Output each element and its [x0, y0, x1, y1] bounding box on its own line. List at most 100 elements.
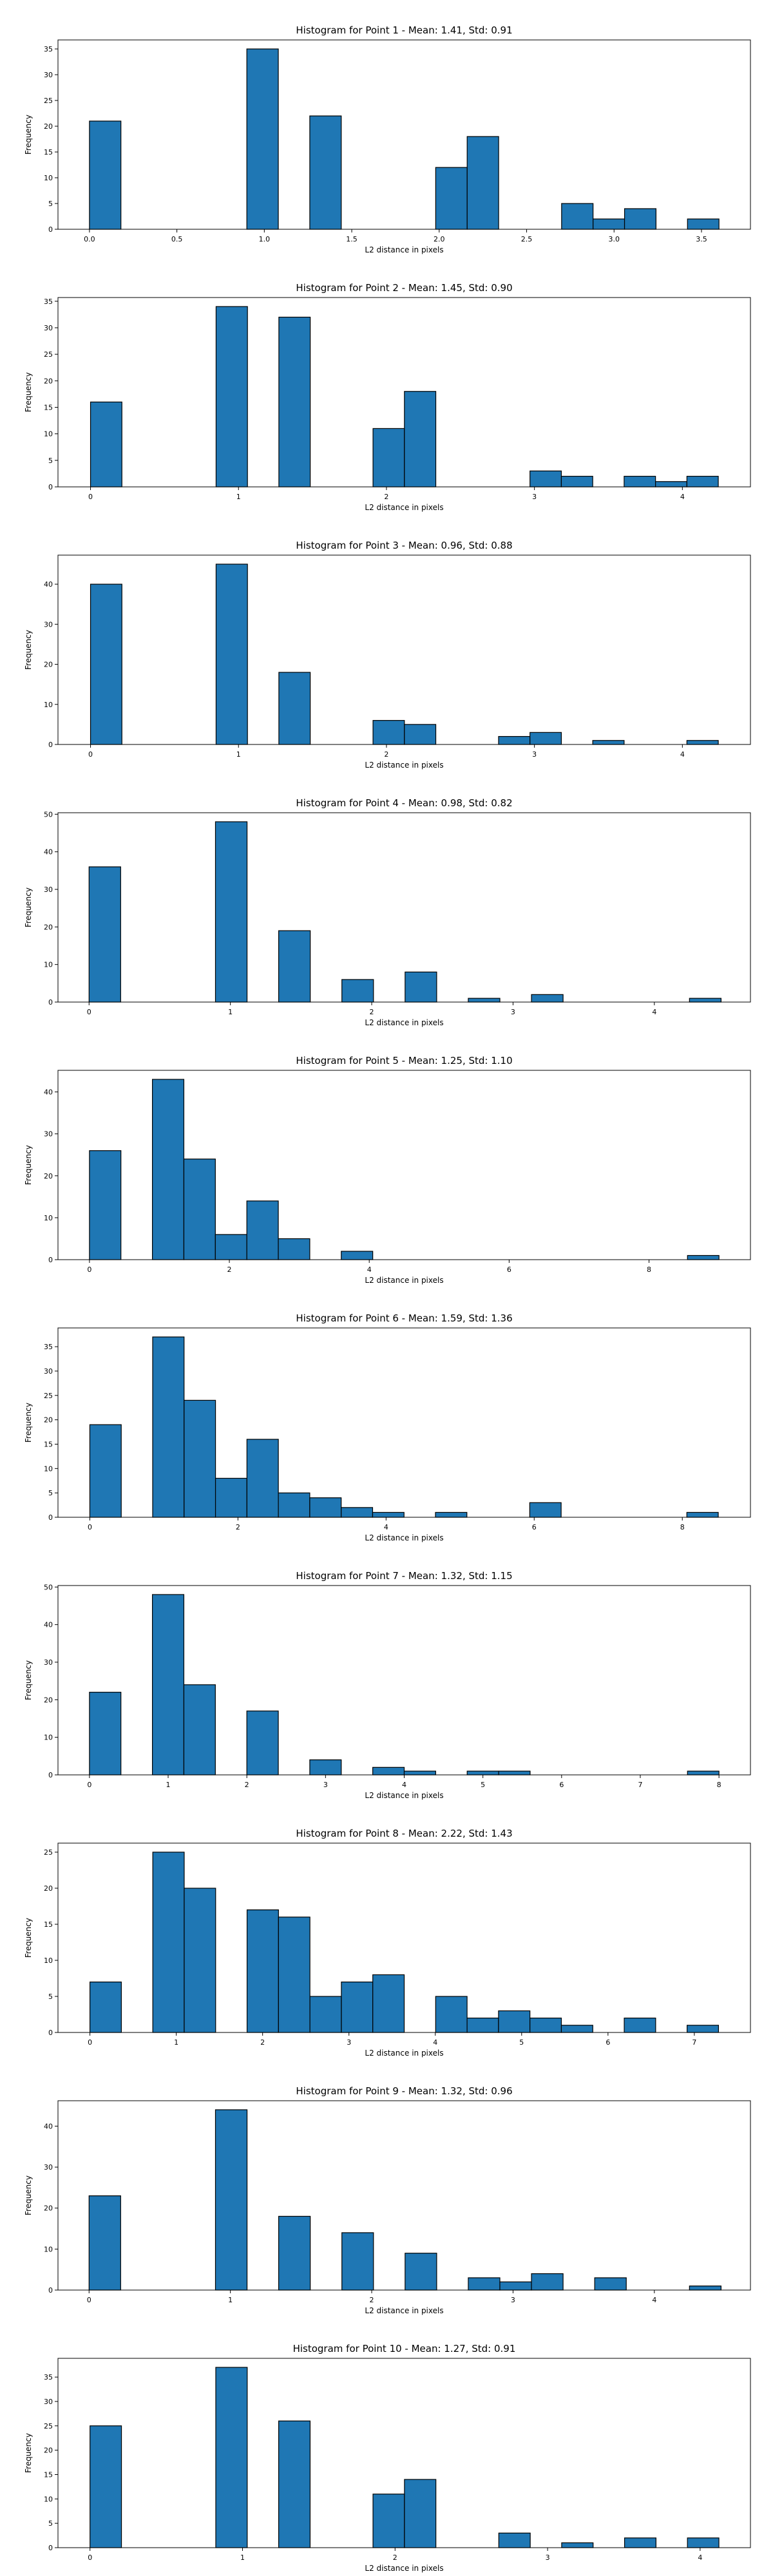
histogram-bar	[689, 998, 721, 1003]
x-tick-label: 3	[323, 1781, 328, 1789]
histogram-bar	[278, 316, 311, 488]
histogram-chart-3: Histogram for Point 3 - Mean: 0.96, Std:…	[24, 540, 751, 770]
x-axis-label: L2 distance in pixels	[365, 2306, 443, 2315]
bars	[89, 48, 720, 230]
y-axis-label: Frequency	[24, 1660, 33, 1700]
bars	[89, 1852, 720, 2033]
histogram-bar	[529, 1502, 562, 1518]
histogram-bar	[624, 2018, 656, 2033]
x-axis-label: L2 distance in pixels	[365, 761, 443, 770]
x-tick-label: 3	[511, 2296, 515, 2304]
y-tick-label: 30	[44, 71, 53, 79]
plot-frame	[57, 554, 751, 745]
y-tick-label: 10	[44, 1464, 53, 1473]
histogram-chart-6: Histogram for Point 6 - Mean: 1.59, Std:…	[24, 1312, 751, 1542]
x-tick-label: 6	[606, 2038, 610, 2047]
chart-title: Histogram for Point 3 - Mean: 0.96, Std:…	[296, 540, 512, 551]
y-tick-label: 0	[48, 998, 53, 1007]
y-tick-label: 15	[44, 2470, 53, 2479]
x-tick-label: 3.0	[609, 235, 620, 243]
y-tick-label: 35	[44, 45, 53, 53]
y-tick-label: 10	[44, 1734, 53, 1742]
histogram-bar	[466, 2018, 499, 2033]
x-tick-label: 1	[228, 1008, 233, 1016]
histogram-bar	[152, 1852, 185, 2033]
y-tick-label: 5	[48, 200, 53, 208]
y-tick-label: 25	[44, 1848, 53, 1857]
chart-title: Histogram for Point 5 - Mean: 1.25, Std:…	[296, 1055, 512, 1066]
y-tick-label: 10	[44, 174, 53, 182]
y-tick-label: 30	[44, 1658, 53, 1667]
histogram-bar	[215, 1477, 247, 1518]
histogram-bar	[560, 475, 593, 488]
histogram-bar	[498, 735, 531, 745]
histogram-bar	[468, 2277, 501, 2291]
y-tick-label: 20	[44, 1696, 53, 1704]
plot-frame	[57, 297, 751, 488]
x-tick-label: 4	[680, 493, 685, 501]
x-tick-label: 3	[347, 2038, 351, 2047]
histogram-bar	[89, 120, 122, 230]
x-tick-label: 6	[532, 1523, 537, 1531]
x-tick-label: 8	[647, 1265, 651, 1274]
y-tick-label: 10	[44, 961, 53, 969]
histogram-bar	[184, 1399, 216, 1518]
bars	[89, 1079, 720, 1260]
x-tick-label: 3	[511, 1008, 515, 1016]
y-tick-label: 20	[44, 661, 53, 669]
y-tick-label: 20	[44, 1416, 53, 1425]
histogram-bar	[689, 2286, 721, 2291]
histogram-bar	[309, 1996, 342, 2033]
y-tick-label: 15	[44, 148, 53, 156]
y-axis-label: Frequency	[24, 2433, 33, 2473]
x-tick-label: 1	[236, 493, 241, 501]
y-tick-label: 25	[44, 2422, 53, 2430]
histogram-bar	[686, 740, 719, 745]
chart-title: Histogram for Point 1 - Mean: 1.41, Std:…	[296, 24, 512, 36]
plot-frame	[57, 1327, 751, 1518]
histogram-bar	[687, 1255, 720, 1260]
x-tick-label: 1	[236, 750, 241, 759]
x-tick-label: 1.0	[259, 235, 271, 243]
y-axis-label: Frequency	[24, 372, 33, 412]
histogram-bar	[88, 2195, 121, 2291]
histogram-bar	[246, 1200, 279, 1260]
bars	[89, 1336, 719, 1518]
y-tick-label: 50	[44, 1583, 53, 1591]
y-tick-label: 40	[44, 2122, 53, 2130]
y-tick-label: 30	[44, 324, 53, 332]
y-tick-label: 15	[44, 1440, 53, 1448]
histogram-bar	[341, 2232, 374, 2291]
histogram-bar	[278, 2215, 311, 2291]
histogram-bar	[151, 1079, 185, 1260]
histogram-bar	[90, 2425, 122, 2548]
y-tick-label: 10	[44, 1214, 53, 1222]
histogram-bar	[686, 1511, 719, 1518]
y-tick-label: 0	[48, 2286, 53, 2295]
x-tick-label: 4	[698, 2553, 702, 2562]
x-axis-label: L2 distance in pixels	[365, 1018, 443, 1027]
y-axis-label: Frequency	[24, 115, 33, 155]
x-tick-label: 3	[546, 2553, 550, 2562]
y-tick-label: 30	[44, 620, 53, 629]
histogram-bar	[278, 930, 311, 1003]
x-tick-label: 1	[174, 2038, 178, 2047]
x-tick-label: 2	[370, 2296, 374, 2304]
histogram-chart-8: Histogram for Point 8 - Mean: 2.22, Std:…	[24, 1828, 751, 2058]
x-tick-label: 7	[692, 2038, 696, 2047]
y-axis-label: Frequency	[24, 1403, 33, 1443]
histogram-bar	[561, 2542, 594, 2548]
plot-frame	[57, 2358, 751, 2548]
y-tick-label: 20	[44, 1884, 53, 1893]
x-tick-label: 2	[384, 493, 388, 501]
x-tick-label: 8	[717, 1781, 721, 1789]
histogram-bar	[152, 1336, 185, 1518]
histogram-bar	[341, 1507, 374, 1518]
plot-frame	[57, 1070, 751, 1260]
histogram-chart-5: Histogram for Point 5 - Mean: 1.25, Std:…	[24, 1055, 751, 1285]
histogram-bar	[372, 1974, 405, 2033]
y-tick-label: 30	[44, 886, 53, 894]
plot-frame	[57, 1842, 751, 2033]
histogram-bar	[687, 218, 720, 230]
histogram-bar	[278, 672, 311, 745]
